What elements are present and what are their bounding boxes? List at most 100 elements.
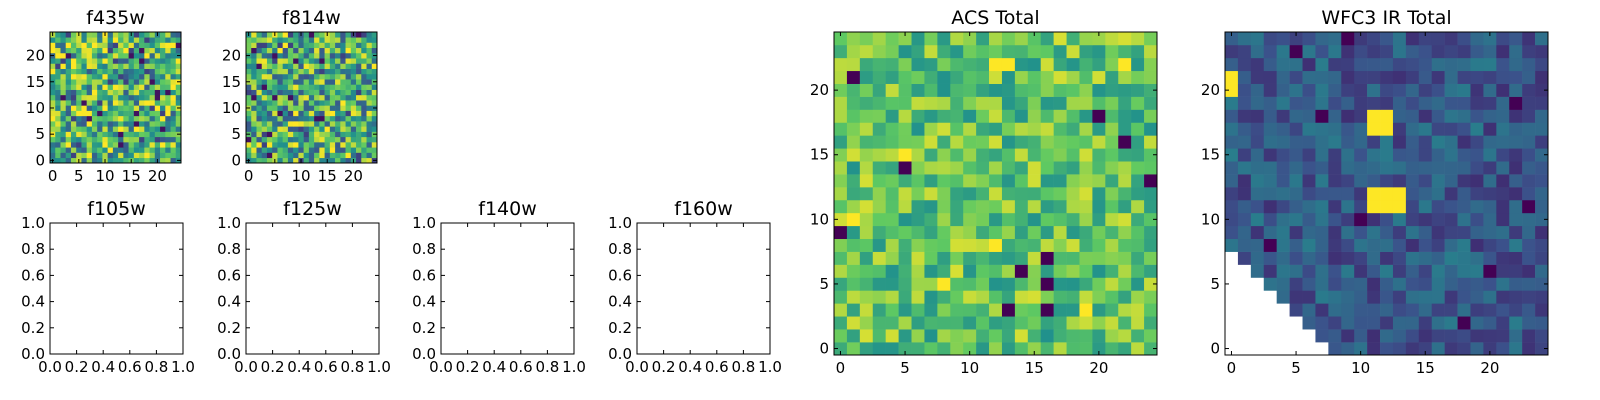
heatmap-cell — [65, 73, 72, 80]
heatmap-cell — [898, 187, 912, 201]
heatmap-cell — [885, 212, 899, 227]
heatmap-cell — [123, 157, 129, 164]
heatmap-cell — [97, 110, 103, 117]
heatmap-cell — [1392, 277, 1407, 291]
heatmap-cell — [256, 79, 263, 85]
heatmap-cell — [261, 84, 268, 90]
heatmap-cell — [133, 73, 140, 80]
heatmap-cell — [1418, 122, 1433, 136]
heatmap-cell — [361, 121, 367, 127]
heatmap-cell — [345, 58, 352, 64]
heatmap-cell — [1092, 342, 1106, 356]
heatmap-cell — [287, 47, 294, 54]
heatmap-cell — [846, 96, 861, 110]
heatmap-cell — [1535, 199, 1549, 214]
heatmap-cell — [361, 37, 367, 43]
heatmap-cell — [1144, 329, 1158, 343]
heatmap-cell — [1354, 57, 1368, 72]
heatmap-cell — [1225, 122, 1239, 136]
heatmap-cell — [175, 68, 182, 75]
heatmap-cell — [1276, 225, 1290, 240]
heatmap-cell — [1380, 122, 1394, 136]
heatmap-cell — [97, 94, 103, 101]
heatmap-cell — [356, 94, 362, 101]
heatmap-cell — [340, 105, 346, 111]
heatmap-cell — [1225, 32, 1239, 46]
heatmap-cell — [175, 121, 182, 127]
heatmap-cell — [366, 68, 373, 75]
heatmap-cell — [144, 142, 150, 148]
heatmap-cell — [1457, 303, 1471, 317]
heatmap-cell — [1053, 316, 1067, 330]
heatmap-cell — [1470, 122, 1484, 136]
heatmap-cell — [345, 126, 352, 132]
heatmap-cell — [107, 58, 114, 64]
heatmap-cell — [107, 115, 114, 122]
heatmap-cell — [335, 115, 341, 122]
heatmap-cell — [1496, 238, 1510, 252]
heatmap-cell — [1509, 57, 1523, 72]
heatmap-cell — [834, 212, 848, 227]
heatmap-cell — [308, 157, 315, 164]
heatmap-cell — [287, 110, 294, 117]
heatmap-cell — [1328, 303, 1342, 317]
heatmap-cell — [1418, 109, 1433, 123]
heatmap-cell — [1144, 96, 1158, 110]
heatmap-cell — [1250, 96, 1265, 110]
heatmap-cell — [1250, 83, 1265, 97]
heatmap-cell — [170, 157, 177, 164]
heatmap-cell — [1380, 316, 1394, 330]
heatmap-cell — [859, 329, 874, 343]
heatmap-cell — [350, 52, 357, 59]
heatmap-cell — [924, 342, 938, 356]
heatmap-cell — [1053, 329, 1067, 343]
heatmap-cell — [102, 94, 108, 101]
heatmap-cell — [123, 131, 129, 138]
heatmap-cell — [149, 105, 156, 111]
heatmap-cell — [937, 161, 951, 175]
heatmap-cell — [65, 157, 72, 164]
heatmap-cell — [1470, 238, 1484, 252]
heatmap-cell — [266, 100, 273, 106]
heatmap-cell — [293, 152, 299, 159]
heatmap-cell — [70, 73, 77, 80]
heatmap-cell — [1315, 57, 1329, 72]
heatmap-cell — [1001, 316, 1016, 330]
heatmap-cell — [911, 187, 925, 201]
heatmap-cell — [277, 147, 283, 153]
heatmap-cell — [350, 152, 357, 159]
heatmap-cell — [76, 115, 82, 122]
heatmap-cell — [950, 135, 964, 149]
heatmap-cell — [282, 52, 289, 59]
heatmap-cell — [1418, 135, 1433, 149]
y-tick-label: 0.0 — [21, 345, 45, 363]
heatmap-cell — [340, 126, 346, 132]
heatmap-cell — [1457, 187, 1471, 201]
heatmap-cell — [1131, 290, 1145, 304]
heatmap-cell — [76, 73, 82, 80]
heatmap-cell — [1457, 122, 1471, 136]
heatmap-cell — [1053, 57, 1067, 72]
heatmap-cell — [350, 63, 357, 69]
heatmap-cell — [1289, 264, 1303, 278]
heatmap-cell — [149, 79, 156, 85]
heatmap-cell — [133, 136, 140, 143]
heatmap-cell — [1367, 264, 1381, 278]
heatmap-cell — [345, 42, 352, 49]
heatmap-cell — [859, 44, 874, 59]
heatmap-cell — [1418, 316, 1433, 330]
heatmap-cell — [872, 161, 886, 175]
heatmap-cell — [1392, 122, 1407, 136]
heatmap-cell — [1496, 303, 1510, 317]
heatmap-cell — [834, 264, 848, 278]
heatmap-cell — [165, 37, 171, 43]
heatmap-cell — [139, 89, 145, 96]
heatmap-cell — [308, 131, 315, 138]
heatmap-cell — [1470, 212, 1484, 227]
heatmap-cell — [272, 136, 278, 143]
heatmap-cell — [937, 212, 951, 227]
f814w-cells — [246, 32, 378, 164]
heatmap-cell — [1431, 32, 1445, 46]
heatmap-cell — [170, 58, 177, 64]
heatmap-cell — [335, 94, 341, 101]
